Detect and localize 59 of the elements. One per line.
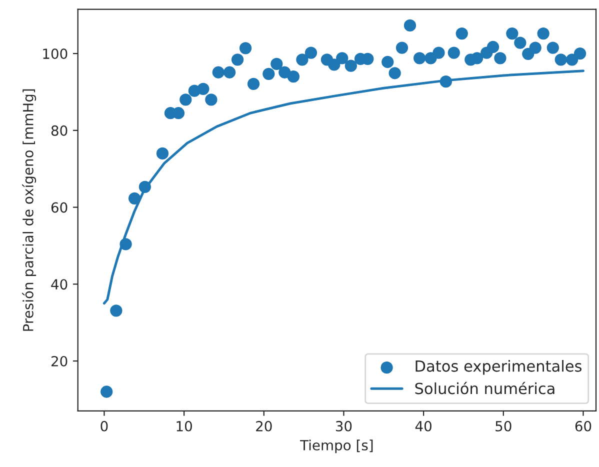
point [456,27,468,40]
y-tick-label: 100 [43,48,68,60]
point [120,238,132,250]
point [223,66,236,78]
x-tick-label: 60 [575,420,592,432]
point [486,40,500,54]
legend-label: Datos experimentales [416,360,582,375]
y-tick-label: 20 [51,356,68,366]
point [304,46,318,59]
point [554,54,567,66]
point [404,19,416,32]
point [205,94,218,106]
legend-label: Solución numérica [415,382,554,394]
x-tick-label: 30 [336,420,352,432]
point [110,304,122,317]
point [247,78,260,90]
point [440,76,452,88]
point [336,52,348,64]
point [239,42,252,54]
point [382,56,394,68]
y-tick-label: 80 [51,125,68,136]
point [156,147,169,160]
point [506,27,518,40]
x-tick-label: 0 [100,420,108,432]
point [278,66,291,78]
x-tick-label: 20 [256,420,272,432]
point [138,180,152,193]
x-axis-title: Tiempo [s] [300,440,373,454]
point [328,58,340,71]
point [566,54,578,66]
point [128,192,141,204]
point [574,47,586,60]
point [296,54,308,66]
point [537,27,550,40]
x-tick-label: 50 [496,420,512,432]
point [231,54,244,66]
point [413,52,426,64]
point [514,36,526,49]
y-tick-label: 40 [51,279,68,290]
point [212,66,224,78]
x-tick-label: 10 [176,420,192,432]
point [180,94,192,106]
point [396,42,408,54]
point [270,58,283,70]
point [388,67,401,80]
point [494,52,506,64]
point [344,60,357,72]
point [546,42,559,54]
x-tick-label: 40 [415,420,432,432]
point [529,42,542,54]
line-series [102,70,584,305]
point [448,46,460,59]
point [100,386,113,398]
y-axis-title: Presión parcial de oxígeno [mmHg] [22,89,36,331]
point [197,82,210,95]
point [262,68,275,80]
point [287,70,300,83]
point [432,46,445,59]
y-tick-label: 60 [51,202,68,213]
